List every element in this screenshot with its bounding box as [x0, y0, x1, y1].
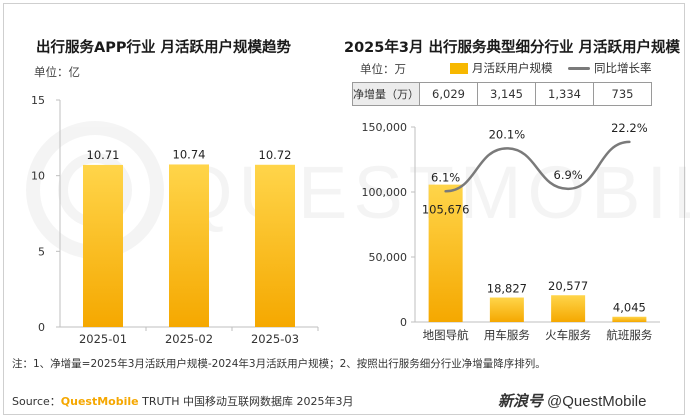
growth-rate-label: 6.9% — [554, 168, 583, 182]
source-prefix: Source： — [12, 395, 61, 408]
bar-value-label: 105,676 — [422, 203, 470, 217]
x-tick-label: 航班服务 — [606, 328, 652, 342]
y-tick-label: 0 — [38, 321, 45, 334]
bar-value-label: 10.72 — [259, 148, 292, 162]
net-increase-cell: 3,145 — [477, 82, 536, 106]
bar — [612, 316, 647, 322]
net-increase-table: 净增量（万） 6,029 3,145 1,334 735 — [352, 82, 652, 106]
legend-line-label: 同比增长率 — [594, 61, 652, 75]
source-rest: TRUTH 中国移动互联网数据库 2025年3月 — [138, 395, 354, 408]
y-tick-label: 150,000 — [362, 121, 408, 134]
left-chart-title: 出行服务APP行业 月活跃用户规模趋势 — [36, 40, 292, 56]
x-tick-label: 地图导航 — [423, 328, 469, 342]
bar-value-label: 18,827 — [487, 282, 527, 296]
bar — [428, 184, 463, 322]
growth-rate-line — [444, 140, 631, 193]
net-increase-row: 净增量（万） 6,029 3,145 1,334 735 — [352, 82, 652, 106]
left-unit-label: 单位：亿 — [34, 65, 80, 79]
right-unit-label: 单位：万 — [360, 62, 406, 76]
bar-value-label: 20,577 — [548, 279, 588, 293]
bar-value-label: 4,045 — [613, 301, 646, 315]
net-increase-header: 净增量（万） — [352, 82, 420, 106]
growth-rate-label: 6.1% — [431, 170, 460, 184]
x-tick-label: 用车服务 — [484, 328, 530, 342]
x-tick-label: 火车服务 — [545, 328, 591, 342]
right-chart-title: 2025年3月 出行服务典型细分行业 月活跃用户规模 — [344, 40, 681, 56]
chart-frame — [3, 3, 685, 415]
bar — [169, 164, 209, 327]
source-brand: QuestMobile — [60, 395, 139, 408]
watermark-logo: 新浪号 — [498, 393, 544, 410]
legend-line-swatch — [568, 66, 590, 70]
legend-bar-label: 月活跃用户规模 — [472, 61, 553, 75]
legend-line-entry: 同比增长率 — [568, 60, 652, 76]
legend-bar-swatch — [450, 62, 468, 74]
y-tick-label: 10 — [31, 170, 45, 183]
bar — [551, 295, 586, 322]
watermark-handle: @QuestMobile — [547, 393, 647, 410]
y-tick-label: 5 — [38, 245, 45, 258]
net-increase-cell: 735 — [593, 82, 652, 106]
x-tick-label: 2025-01 — [79, 332, 127, 346]
bar-value-label: 10.71 — [87, 148, 120, 162]
y-tick-label: 0 — [400, 316, 407, 329]
bar — [255, 164, 295, 327]
y-tick-label: 15 — [31, 94, 45, 107]
y-tick-label: 50,000 — [369, 251, 408, 264]
x-tick-label: 2025-02 — [165, 332, 213, 346]
source-line: Source：QuestMobile TRUTH 中国移动互联网数据库 2025… — [12, 393, 354, 409]
y-tick-label: 100,000 — [362, 186, 408, 199]
growth-rate-label: 22.2% — [611, 121, 648, 135]
weibo-watermark: 新浪号 @QuestMobile — [498, 390, 646, 411]
bar — [83, 164, 123, 327]
net-increase-cell: 6,029 — [419, 82, 478, 106]
bar-value-label: 10.74 — [173, 147, 206, 161]
legend-bar-entry: 月活跃用户规模 — [450, 60, 553, 76]
x-tick-label: 2025-03 — [251, 332, 299, 346]
footnote: 注：1、净增量=2025年3月活跃用户规模-2024年3月活跃用户规模；2、按照… — [12, 358, 546, 370]
growth-rate-label: 20.1% — [489, 127, 526, 141]
bar — [489, 297, 524, 322]
